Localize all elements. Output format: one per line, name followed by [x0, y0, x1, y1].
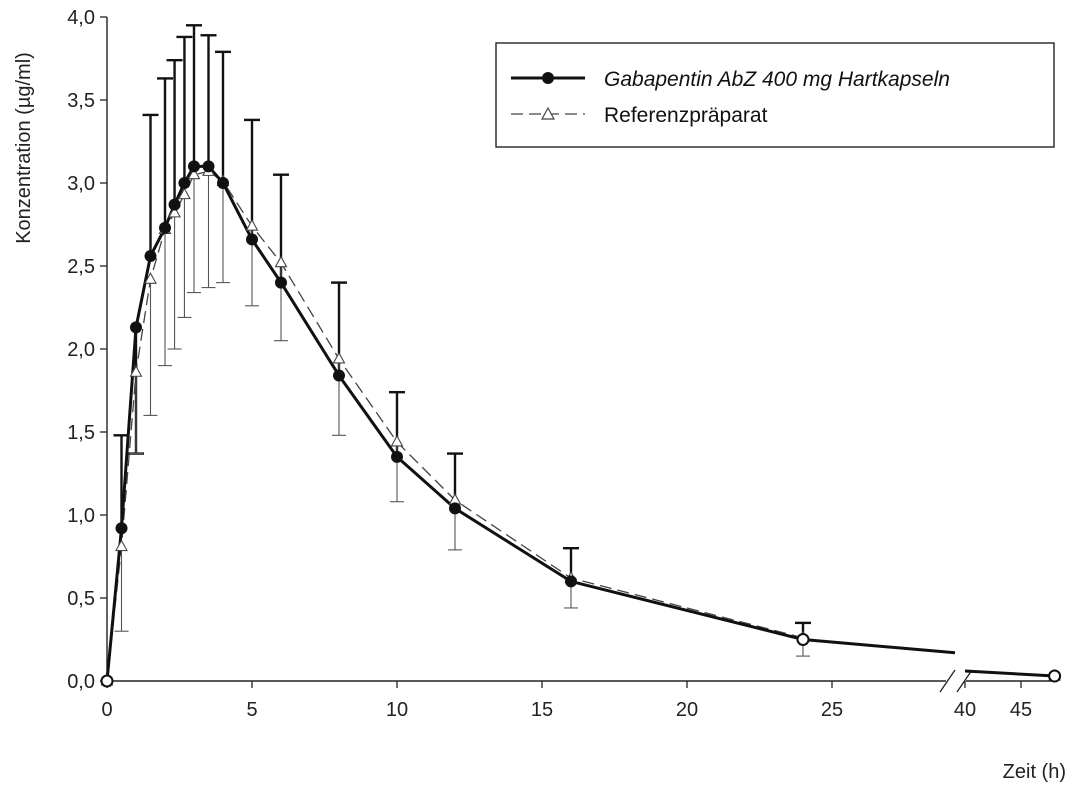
series-marker-gabapentin: [246, 233, 258, 246]
series-marker-gabapentin: [115, 522, 128, 535]
series-marker-gabapentin: [1048, 669, 1062, 683]
series-marker-gabapentin: [391, 450, 403, 463]
series-marker-gabapentin: [178, 177, 191, 189]
y-tick-label: 3,5: [67, 90, 95, 112]
series-marker-gabapentin: [202, 160, 215, 173]
series-line-gabapentin: [105, 164, 956, 682]
series-line-gabapentin-right: [964, 669, 1055, 678]
legend-marker-series-1: [542, 72, 554, 84]
series-marker-referenzpraeparat: [115, 539, 128, 552]
series-marker-referenzpraeparat: [274, 255, 288, 268]
y-tick-label: 0,0: [67, 671, 95, 693]
series-marker-gabapentin: [796, 633, 810, 646]
legend-marker-series-2: [540, 106, 556, 120]
x-tick-label: 0: [101, 699, 112, 721]
y-tick-label: 1,0: [67, 505, 95, 527]
x-axis-title: Zeit (h): [1003, 761, 1066, 783]
series-marker-referenzpraeparat: [332, 351, 346, 364]
y-tick-label: 2,0: [67, 339, 95, 361]
series-marker-referenzpraeparat: [245, 219, 259, 231]
series-line-referenzpraeparat: [106, 170, 804, 682]
x-tick-label: 40: [954, 699, 976, 721]
legend-box: [495, 42, 1055, 148]
y-tick-label: 1,5: [67, 422, 95, 444]
series-marker-referenzpraeparat: [390, 434, 404, 447]
x-tick-label: 45: [1010, 699, 1032, 721]
x-tick-label: 10: [386, 699, 408, 721]
x-tick-label: 25: [821, 699, 843, 721]
series-marker-referenzpraeparat: [187, 167, 201, 180]
series-marker-gabapentin: [130, 321, 142, 334]
series-marker-gabapentin: [168, 198, 181, 211]
x-tick-label: 15: [531, 699, 553, 721]
series-markers: [100, 160, 1062, 688]
x-tick-label: 20: [676, 699, 698, 721]
y-tick-label: 4,0: [67, 7, 95, 29]
series-marker-gabapentin: [217, 177, 229, 189]
legend-label-series-1: Gabapentin AbZ 400 mg Hartkapseln: [604, 68, 950, 91]
x-tick-label: 5: [246, 699, 257, 721]
y-tick-label: 0,5: [67, 588, 95, 610]
series-marker-gabapentin: [275, 276, 287, 289]
series-marker-gabapentin: [188, 160, 200, 173]
legend-label-series-2: Referenzpräparat: [604, 104, 768, 127]
x-axis-break-mark: [939, 669, 956, 693]
series-marker-gabapentin: [159, 221, 171, 234]
series-marker-gabapentin: [333, 369, 345, 382]
series-marker-referenzpraeparat: [129, 365, 143, 377]
series-marker-gabapentin: [144, 250, 157, 263]
y-tick-label: 2,5: [67, 256, 95, 278]
series-marker-gabapentin: [449, 502, 461, 515]
series-marker-gabapentin: [565, 575, 577, 588]
series-marker-referenzpraeparat: [168, 205, 182, 218]
y-tick-label: 3,0: [67, 173, 95, 195]
tick-labels: 0,0 0,5 1,0 1,5 2,0 2,5 3,0 3,5 4,0 0 5 10 15 20 25 40 4…: [67, 7, 1032, 721]
series-marker-gabapentin: [100, 674, 114, 688]
series-marker-referenzpraeparat: [177, 187, 191, 200]
y-axis-title: Konzentration (µg/ml): [13, 52, 35, 244]
legend: Gabapentin AbZ 400 mg Hartkapseln Refere…: [495, 42, 1055, 148]
series-marker-referenzpraeparat: [144, 272, 157, 284]
error-bars: [113, 24, 811, 657]
